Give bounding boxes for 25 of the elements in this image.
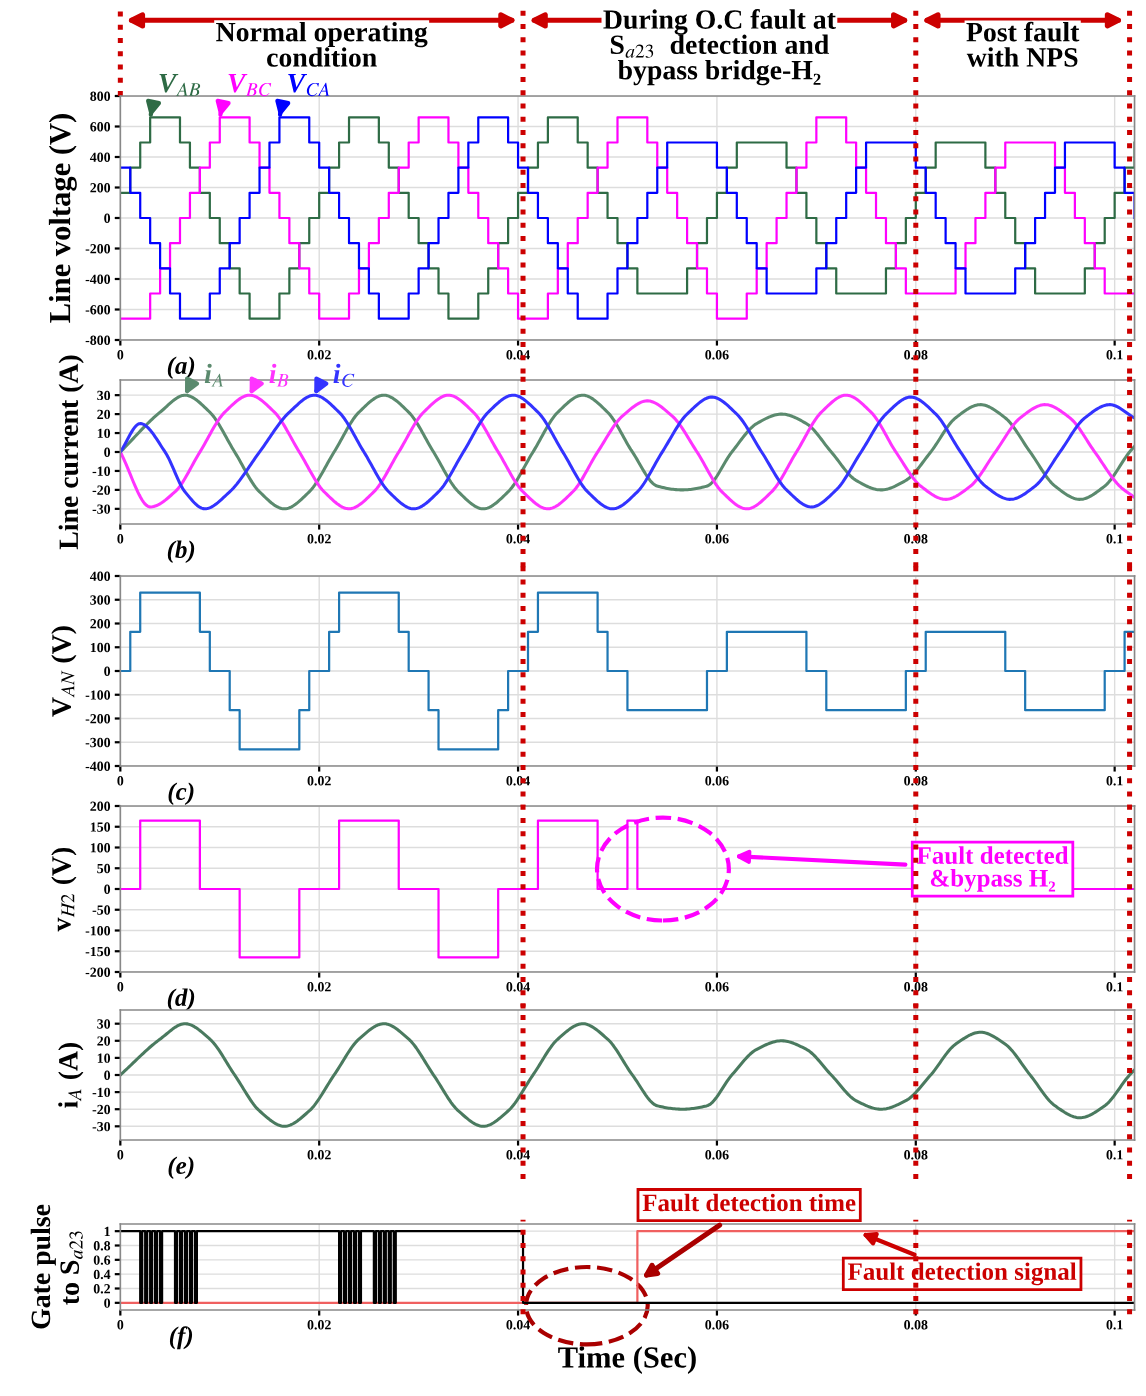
annotation: Fault detected &bypass H₂	[916, 846, 1069, 892]
series-label: V$_{BC}$	[228, 73, 272, 97]
text: (a)	[167, 356, 195, 380]
text: (f)	[169, 1326, 193, 1350]
y-axis-title: Gate pulse to S$_{a23}$	[30, 1204, 83, 1329]
legend-label: i$_{C}$	[333, 363, 355, 387]
text: Post fault with NPS	[966, 21, 1080, 67]
y-axis-title: Line current (A)	[58, 355, 84, 550]
series-label: V$_{CA}$	[288, 73, 330, 97]
series-label: V$_{AB}$	[159, 73, 201, 96]
annotation: (d)	[167, 988, 195, 1012]
text: (e)	[168, 1156, 194, 1180]
annotation: Fault detection time	[642, 1193, 856, 1212]
text: Normal operating condition	[216, 21, 428, 67]
y-axis-title: V$_{AN}$ (V)	[51, 626, 77, 717]
y-axis-title: v$_{H2}$ (V)	[51, 847, 77, 932]
annotation: Fault detection signal	[847, 1262, 1077, 1286]
y-axis-title: i$_{A}$ (A)	[58, 1042, 84, 1108]
legend-label: i$_{B}$	[269, 363, 289, 387]
text: During O.C fault at S$_{a23}$ detection and bypass bridge-H₂	[603, 9, 836, 86]
text: (c)	[168, 782, 194, 806]
y-axis-title: Line voltage (V)	[48, 114, 77, 323]
legend-label: i$_{A}$	[204, 363, 224, 387]
x-axis-title: Time (Sec)	[558, 1346, 696, 1374]
text: (b)	[167, 540, 195, 564]
